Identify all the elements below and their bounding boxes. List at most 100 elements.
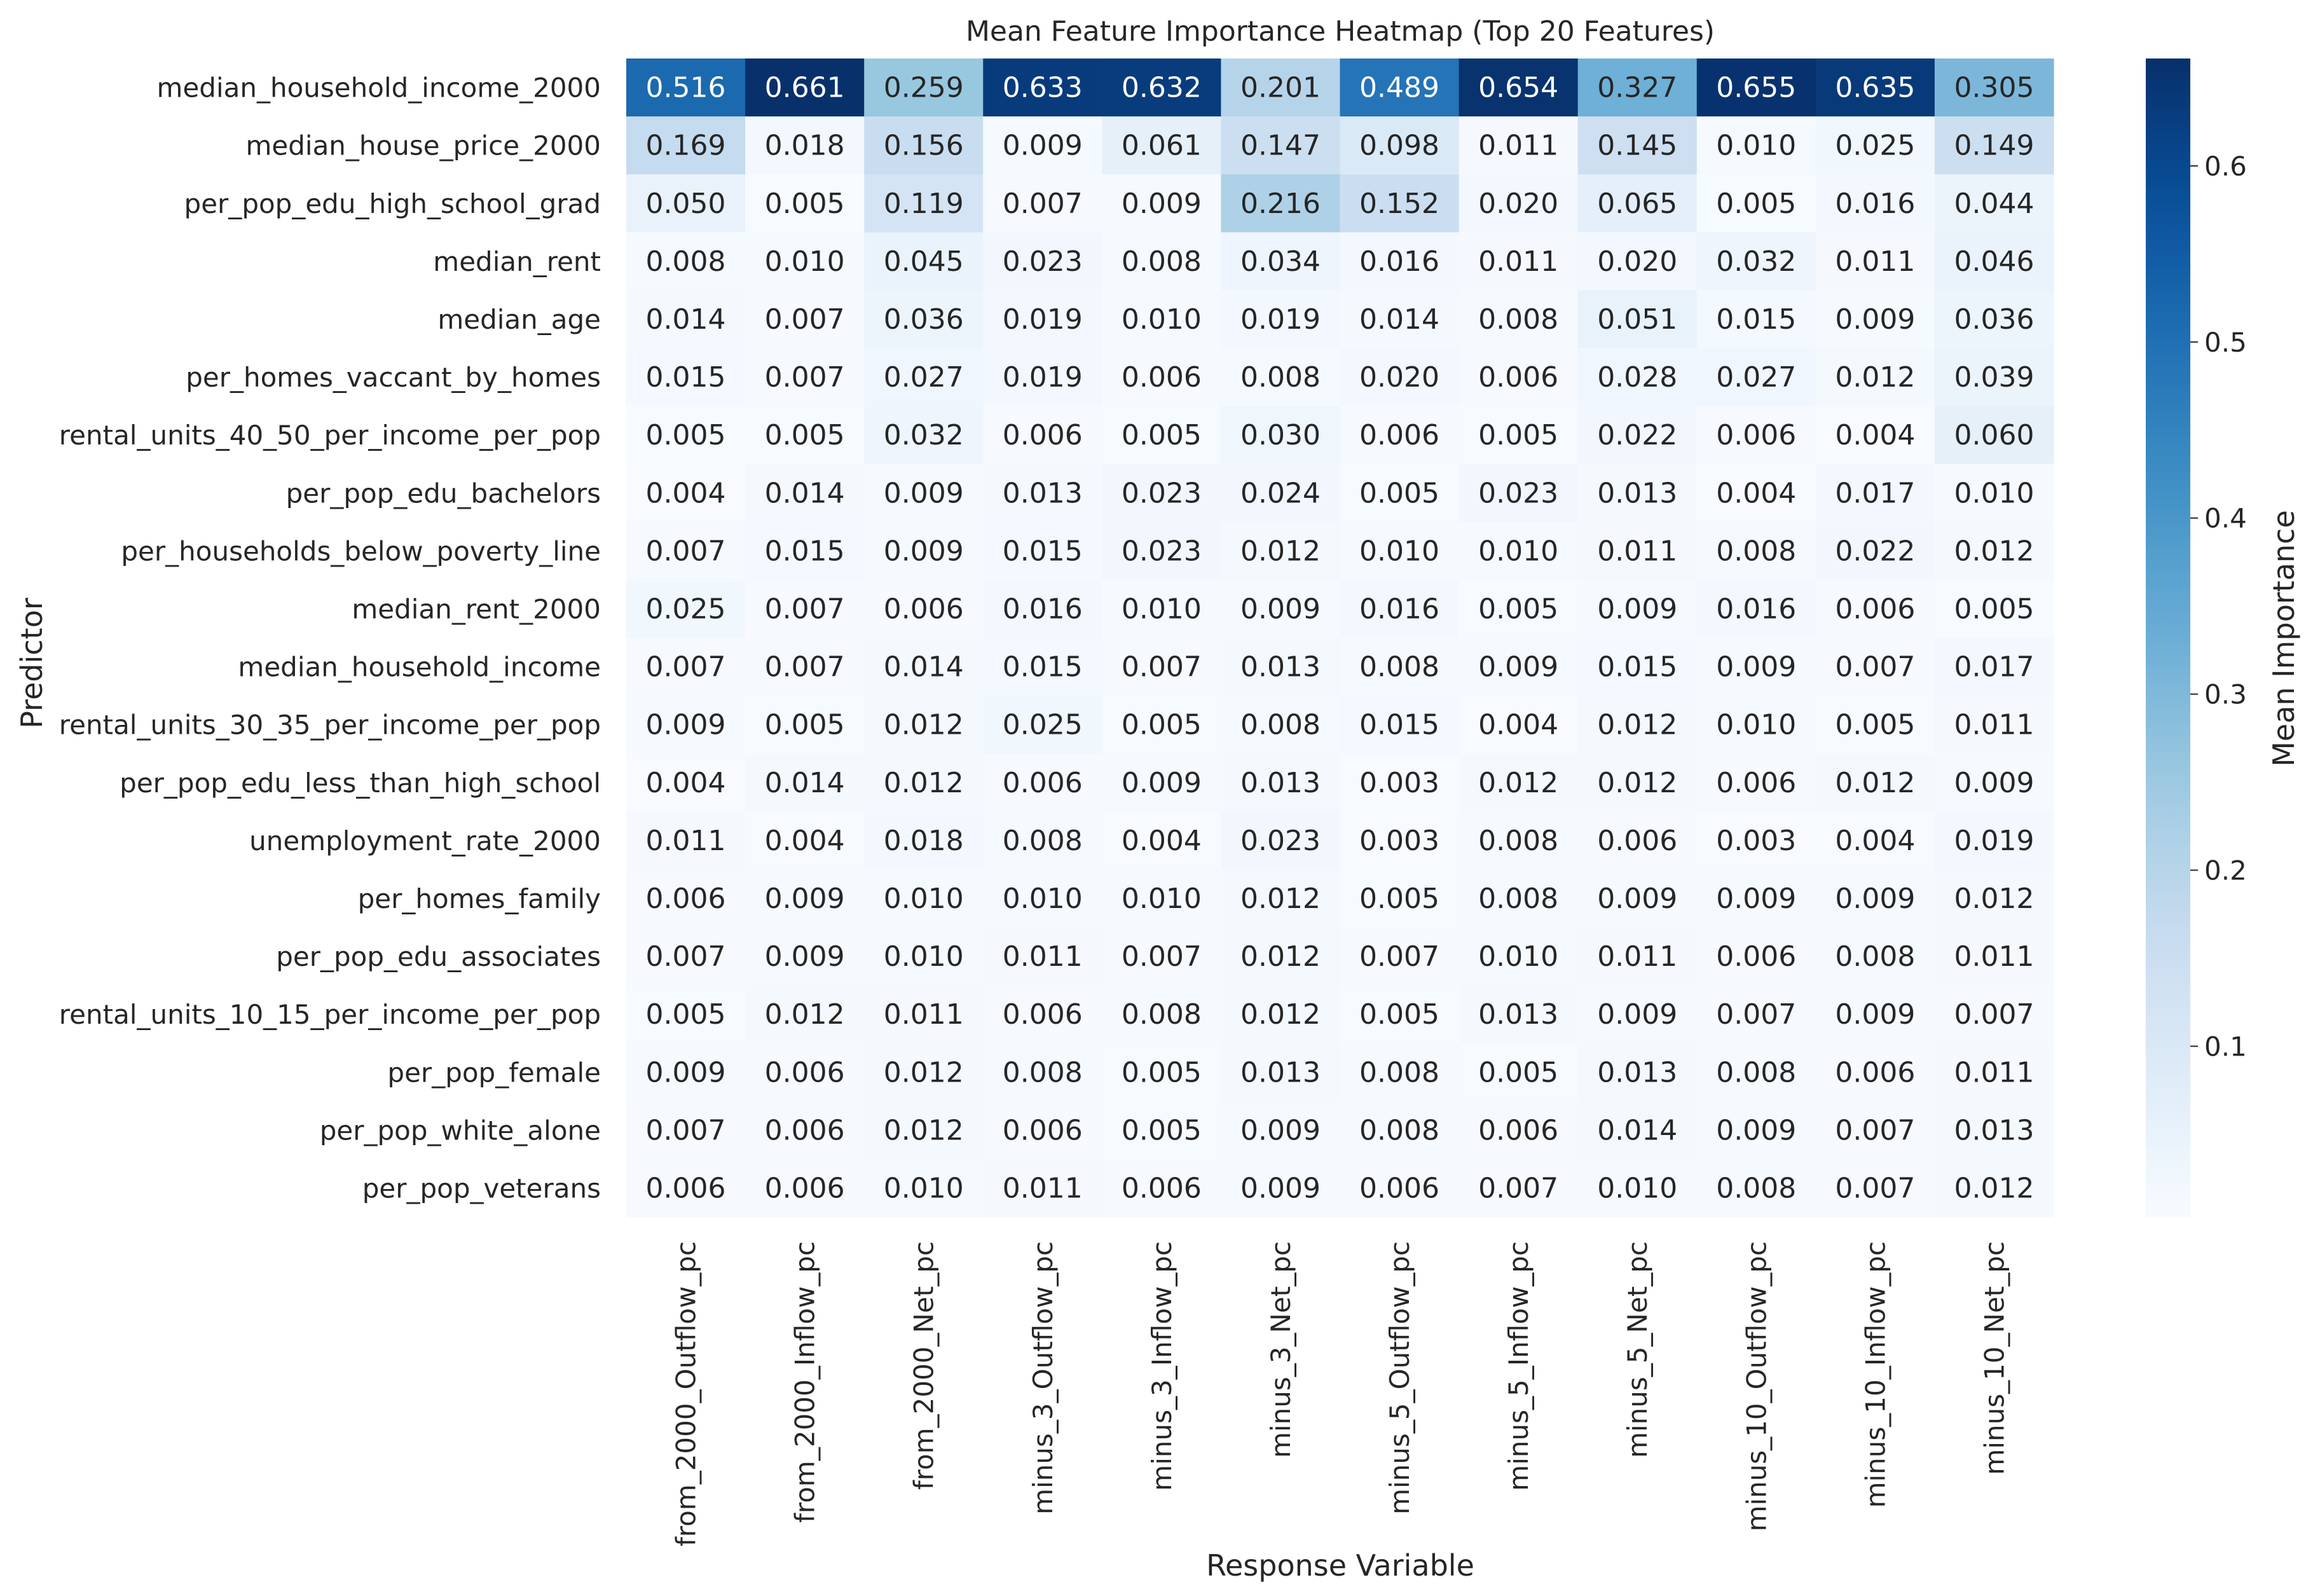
cell-value-label: 0.006 (1716, 767, 1796, 799)
cell-value-label: 0.036 (1954, 303, 2034, 336)
heatmap-cell (1577, 58, 1698, 117)
cell-value-label: 0.007 (1122, 940, 1202, 973)
cell-value-label: 0.156 (884, 130, 964, 162)
row-labels: median_household_income_2000 median_house… (59, 72, 601, 1204)
row-label: per_households_below_poverty_line (121, 535, 601, 567)
cell-value-label: 0.009 (1716, 1114, 1796, 1146)
row-label: rental_units_30_35_per_income_per_pop (59, 710, 601, 741)
heatmap-cell (1577, 348, 1698, 407)
heatmap-cell (1221, 696, 1341, 754)
cell-value-label: 0.015 (1597, 651, 1677, 684)
heatmap-cell (1340, 638, 1460, 696)
cell-value-label: 0.008 (1478, 303, 1558, 336)
column-label: minus_10_Outflow_pc (1741, 1241, 1772, 1532)
cell-value-label: 0.006 (1003, 998, 1083, 1031)
heatmap-cell (1577, 927, 1698, 986)
cell-value-label: 0.008 (1835, 940, 1915, 973)
heatmap-cell (1221, 58, 1341, 117)
cell-value-label: 0.006 (765, 1172, 845, 1204)
cell-value-label: 0.012 (884, 1056, 964, 1089)
cell-value-label: 0.016 (1359, 245, 1439, 278)
heatmap-cell (1815, 579, 1935, 638)
cell-value-label: 0.632 (1122, 72, 1202, 104)
cell-value-label: 0.098 (1359, 130, 1439, 162)
heatmap-cell (1934, 521, 2054, 581)
heatmap-cell (1815, 58, 1935, 117)
row-label: per_homes_vaccant_by_homes (186, 362, 601, 393)
heatmap-cell (1934, 1043, 2054, 1102)
heatmap-cell (864, 638, 984, 696)
cell-value-label: 0.014 (765, 477, 845, 509)
cell-value-label: 0.013 (1597, 477, 1677, 509)
cell-value-label: 0.008 (1003, 825, 1083, 857)
heatmap-cell (1577, 232, 1698, 291)
heatmap-cell (1102, 174, 1222, 233)
cell-value-label: 0.044 (1954, 188, 2034, 220)
heatmap-cell (1696, 58, 1816, 117)
heatmap-cell (626, 927, 746, 986)
cell-value-label: 0.012 (1478, 767, 1558, 799)
cell-value-label: 0.011 (646, 825, 726, 857)
chart-title: Mean Feature Importance Heatmap (Top 20 … (966, 15, 1715, 48)
column-label: minus_10_Inflow_pc (1860, 1241, 1891, 1508)
cell-value-label: 0.012 (765, 998, 845, 1031)
heatmap-cell (1458, 696, 1579, 754)
heatmap-cell (1102, 753, 1222, 812)
heatmap-cell (1577, 985, 1698, 1044)
heatmap-cell (1577, 116, 1698, 175)
heatmap-cell (864, 753, 984, 812)
cell-value-label: 0.012 (1240, 883, 1321, 915)
heatmap-cell (864, 927, 984, 986)
cell-value-label: 0.012 (884, 709, 964, 741)
heatmap-cell (1221, 927, 1341, 986)
heatmap-cell (745, 58, 865, 117)
heatmap-cell (1815, 811, 1935, 870)
heatmap-cell (1221, 406, 1341, 465)
heatmap-cell (1696, 927, 1816, 986)
cell-value-label: 0.009 (1240, 1172, 1321, 1204)
heatmap-cell (745, 1159, 865, 1218)
heatmap-cell (1934, 348, 2054, 407)
cell-value-label: 0.654 (1478, 72, 1558, 104)
cell-value-label: 0.016 (1359, 593, 1439, 625)
cell-value-label: 0.015 (1716, 303, 1796, 336)
column-label: minus_5_Inflow_pc (1503, 1241, 1534, 1491)
cell-value-label: 0.007 (1954, 998, 2034, 1031)
heatmap-cell (626, 1043, 746, 1102)
cell-value-label: 0.005 (1478, 593, 1558, 625)
cell-value-label: 0.009 (1835, 303, 1915, 336)
heatmap-cell (1102, 869, 1222, 928)
row-label: per_pop_veterans (362, 1173, 601, 1204)
cell-value-label: 0.008 (1122, 245, 1202, 278)
cell-value-label: 0.006 (765, 1056, 845, 1089)
heatmap-cell (1102, 638, 1222, 696)
heatmap-cell (1696, 116, 1816, 175)
cell-value-label: 0.045 (884, 245, 964, 278)
cell-value-label: 0.009 (1597, 998, 1677, 1031)
heatmap-cell (864, 290, 984, 349)
heatmap-cell (626, 696, 746, 754)
cell-value-label: 0.011 (1478, 130, 1558, 162)
heatmap-cell (1458, 638, 1579, 696)
cell-value-label: 0.009 (1835, 883, 1915, 915)
heatmap-cell (1934, 406, 2054, 465)
heatmap-cell (626, 638, 746, 696)
heatmap-cell (626, 753, 746, 812)
heatmap-cell (983, 1159, 1102, 1218)
cell-value-label: 0.009 (765, 883, 845, 915)
row-label: unemployment_rate_2000 (249, 825, 601, 856)
heatmap-cell (626, 174, 746, 233)
heatmap-cell (1815, 869, 1935, 928)
heatmap-cell (626, 521, 746, 581)
cell-value-label: 0.006 (1835, 1056, 1915, 1089)
row-label: per_pop_edu_high_school_grad (184, 188, 601, 219)
heatmap-cell (1577, 869, 1698, 928)
cell-value-label: 0.007 (646, 940, 726, 973)
heatmap-cell (626, 232, 746, 291)
cell-value-label: 0.013 (1478, 998, 1558, 1031)
heatmap-cell (745, 1043, 865, 1102)
cell-value-label: 0.010 (1359, 535, 1439, 567)
heatmap-cell (1221, 753, 1341, 812)
cell-value-label: 0.011 (1597, 940, 1677, 973)
heatmap-cell (1340, 1043, 1460, 1102)
